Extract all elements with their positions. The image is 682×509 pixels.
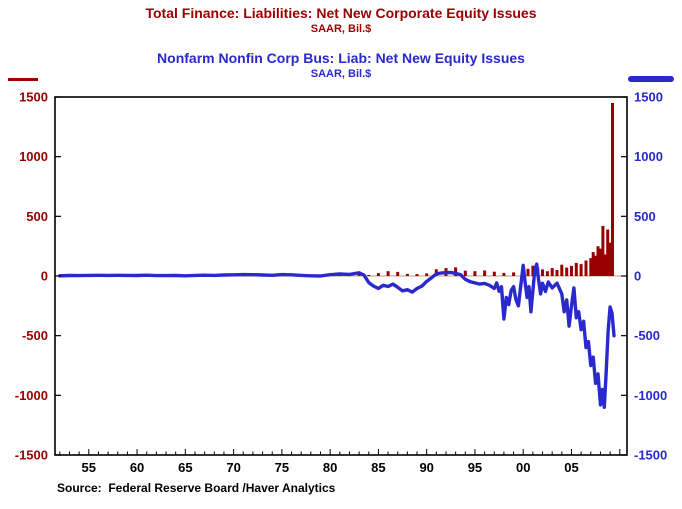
svg-text:05: 05 xyxy=(564,460,578,475)
svg-text:-1500: -1500 xyxy=(15,448,48,463)
series1-subtitle: SAAR, Bil.$ xyxy=(310,23,372,35)
series-layer xyxy=(58,103,616,409)
series1-title: Total Finance: Liabilities: Net New Corp… xyxy=(145,5,537,21)
svg-text:85: 85 xyxy=(371,460,385,475)
svg-text:1000: 1000 xyxy=(634,149,663,164)
series1-bars xyxy=(58,103,614,277)
svg-text:90: 90 xyxy=(419,460,433,475)
svg-text:00: 00 xyxy=(516,460,530,475)
svg-text:500: 500 xyxy=(634,209,656,224)
svg-text:55: 55 xyxy=(82,460,96,475)
svg-text:95: 95 xyxy=(468,460,482,475)
y-axis: 1500 1500 1000 1000 500 500 0 0 -500 -500 -1000 -10… xyxy=(15,90,668,463)
svg-text:500: 500 xyxy=(26,209,48,224)
svg-text:60: 60 xyxy=(130,460,144,475)
svg-text:-1000: -1000 xyxy=(15,388,48,403)
series2-subtitle: SAAR, Bil.$ xyxy=(310,68,372,80)
svg-text:1500: 1500 xyxy=(19,90,48,105)
svg-text:80: 80 xyxy=(323,460,337,475)
svg-text:65: 65 xyxy=(178,460,192,475)
svg-text:-1500: -1500 xyxy=(634,448,667,463)
series2-legend-swatch xyxy=(628,76,674,82)
svg-text:70: 70 xyxy=(226,460,240,475)
svg-text:1000: 1000 xyxy=(19,149,48,164)
svg-text:-500: -500 xyxy=(634,328,660,343)
chart-header: Total Finance: Liabilities: Net New Corp… xyxy=(0,4,682,81)
svg-text:1500: 1500 xyxy=(634,90,663,105)
svg-text:0: 0 xyxy=(634,269,641,284)
x-axis: 55 60 65 70 75 80 85 90 95 00 05 xyxy=(59,449,621,475)
svg-text:75: 75 xyxy=(275,460,289,475)
source-note: Source: Federal Reserve Board /Haver Ana… xyxy=(57,481,336,495)
svg-text:-1000: -1000 xyxy=(634,388,667,403)
svg-text:-500: -500 xyxy=(22,328,48,343)
series1-legend-swatch xyxy=(8,78,38,81)
series2-line xyxy=(58,262,616,409)
series2-title: Nonfarm Nonfin Corp Bus: Liab: Net New E… xyxy=(157,50,525,66)
svg-text:0: 0 xyxy=(41,269,48,284)
